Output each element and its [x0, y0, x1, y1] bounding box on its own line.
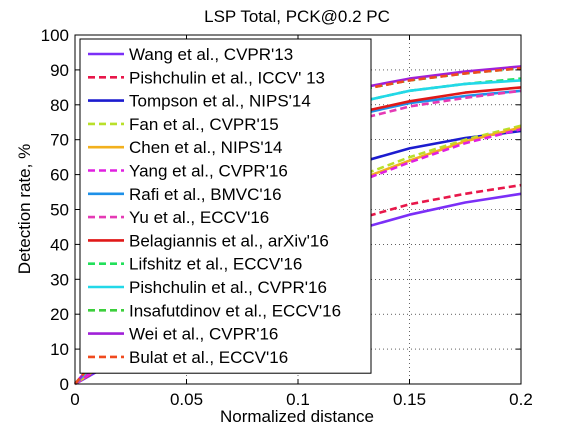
- legend-label-14: Bulat et al., ECCV'16: [129, 348, 288, 367]
- x-tick-label: 0.15: [393, 390, 426, 409]
- y-tick-label: 60: [50, 166, 69, 185]
- y-tick-label: 0: [60, 375, 69, 394]
- y-tick-label: 50: [50, 201, 69, 220]
- legend-label-11: Pishchulin et al., CVPR'16: [129, 278, 327, 297]
- y-tick-label: 80: [50, 96, 69, 115]
- legend-label-5: Chen et al., NIPS'14: [129, 138, 283, 157]
- legend-label-13: Wei et al., CVPR'16: [129, 325, 278, 344]
- legend-label-8: Yu et al., ECCV'16: [129, 208, 269, 227]
- legend-box: [79, 38, 372, 374]
- y-tick-label: 30: [50, 270, 69, 289]
- plot-area: 0 0.05 0.1 0.15 0.2 0 10 20 30 40 50 60 70 80 90 100 Wan…: [41, 26, 533, 409]
- x-axis-label: Normalized distance: [220, 407, 374, 426]
- y-tick-label: 40: [50, 235, 69, 254]
- y-tick-label: 90: [50, 61, 69, 80]
- legend-label-1: Wang et al., CVPR'13: [129, 45, 293, 64]
- y-axis-label: Detection rate, %: [15, 144, 34, 274]
- x-tick-label: 0.1: [286, 390, 310, 409]
- legend-label-3: Tompson et al., NIPS'14: [129, 92, 311, 111]
- legend-label-7: Rafi et al., BMVC'16: [129, 185, 282, 204]
- legend-label-4: Fan et al., CVPR'15: [129, 115, 279, 134]
- x-tick-label: 0: [70, 390, 79, 409]
- legend-label-10: Lifshitz et al., ECCV'16: [129, 255, 302, 274]
- x-tick-label: 0.05: [170, 390, 203, 409]
- legend-label-6: Yang et al., CVPR'16: [129, 162, 288, 181]
- y-tick-label: 10: [50, 340, 69, 359]
- legend-label-2: Pishchulin et al., ICCV' 13: [129, 68, 325, 87]
- legend-label-9: Belagiannis et al., arXiv'16: [129, 231, 329, 250]
- chart-title: LSP Total, PCK@0.2 PC: [204, 7, 390, 26]
- y-tick-label: 20: [50, 305, 69, 324]
- x-tick-label: 0.2: [509, 390, 533, 409]
- y-tick-label: 70: [50, 131, 69, 150]
- y-tick-label: 100: [41, 26, 69, 45]
- legend-label-12: Insafutdinov et al., ECCV'16: [129, 301, 341, 320]
